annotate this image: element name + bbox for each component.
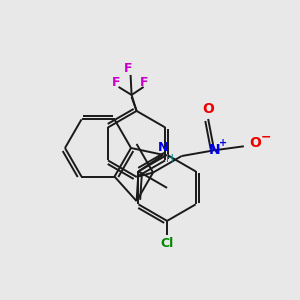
Text: Cl: Cl <box>160 237 174 250</box>
Text: F: F <box>124 62 133 75</box>
Text: F: F <box>112 76 121 89</box>
Text: O: O <box>202 102 214 116</box>
Text: +: + <box>219 138 227 148</box>
Text: N: N <box>158 141 169 154</box>
Text: H: H <box>167 154 174 164</box>
Text: N: N <box>208 143 220 157</box>
Text: −: − <box>261 131 271 144</box>
Text: F: F <box>140 76 149 89</box>
Text: O: O <box>249 136 261 150</box>
